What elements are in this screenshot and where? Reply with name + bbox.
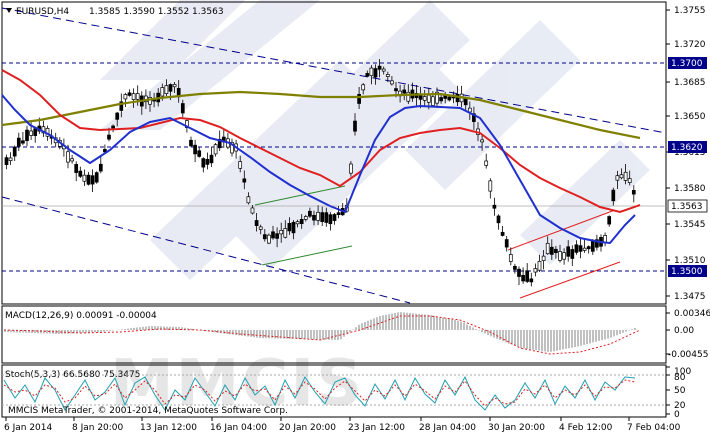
trend-channel[interactable] — [1, 7, 667, 304]
stoch-main-line — [3, 375, 636, 411]
macd-panel[interactable]: MACD(12,26,9) 0.00091 -0.00004 0.00346 0… — [3, 309, 710, 360]
price-tick: 1.3510 — [674, 256, 706, 266]
price-axis: 1.3755 1.3720 1.3685 1.3650 1.3615 1.358… — [666, 6, 706, 302]
macd-frame — [1, 305, 667, 364]
symbol-label: EURUSD,H4 — [16, 7, 69, 17]
watermark-logo — [100, 0, 650, 280]
ohlc-values: 1.3585 1.3590 1.3552 1.3563 — [89, 7, 224, 17]
stoch-tick: 100 — [674, 367, 691, 377]
watermark-text: MMCIS — [110, 347, 364, 421]
stoch-tick: 80 — [674, 373, 686, 383]
macd-histogram — [4, 312, 636, 352]
time-tick: 30 Jan 20:00 — [488, 423, 545, 433]
price-tick: 1.3720 — [674, 40, 706, 50]
ma-long-line[interactable] — [1, 90, 641, 140]
time-tick: 13 Jan 12:00 — [140, 423, 197, 433]
stoch-label: Stoch(5,3,3) 66.5680 75.3475 — [5, 370, 140, 380]
time-tick: 16 Jan 04:00 — [210, 423, 267, 433]
main-chart-frame — [1, 1, 667, 305]
level-3-label: 1.3500 — [671, 267, 703, 277]
stoch-panel[interactable]: Stoch(5,3,3) 66.5680 75.3475 100 80 50 2… — [2, 366, 691, 420]
flag-pattern-green[interactable] — [254, 185, 353, 266]
time-tick: 23 Jan 12:00 — [348, 423, 405, 433]
price-tick: 1.3755 — [674, 6, 706, 16]
time-tick: 6 Jan 2014 — [4, 423, 52, 433]
stoch-frame — [1, 364, 667, 418]
level-1-label: 1.3700 — [671, 59, 703, 69]
time-tick: 28 Jan 04:00 — [419, 423, 476, 433]
time-tick: 20 Jan 20:00 — [279, 423, 336, 433]
macd-label: MACD(12,26,9) 0.00091 -0.00004 — [5, 311, 157, 321]
time-axis: 6 Jan 2014 8 Jan 20:00 13 Jan 12:00 16 J… — [4, 417, 681, 433]
collapse-triangle-icon — [6, 8, 12, 13]
level-lines[interactable] — [2, 62, 666, 272]
stoch-tick: 0 — [674, 410, 680, 420]
level-2-label: 1.3620 — [671, 143, 703, 153]
ma-mid-line[interactable] — [1, 69, 641, 214]
level-labels: 1.3700 1.3620 1.3500 1.3563 — [667, 57, 708, 277]
time-tick: 8 Jan 20:00 — [72, 423, 124, 433]
current-price-label: 1.3563 — [671, 202, 703, 212]
time-tick: 4 Feb 12:00 — [559, 423, 613, 433]
macd-tick: -0.00455 — [668, 350, 708, 360]
macd-tick: 0.00 — [674, 326, 694, 336]
price-tick: 1.3685 — [674, 78, 706, 88]
price-tick: 1.3650 — [674, 112, 706, 122]
chart-header: EURUSD,H4 1.3585 1.3590 1.3552 1.3563 — [6, 7, 224, 17]
time-tick: 7 Feb 04:00 — [627, 423, 681, 433]
price-tick: 1.3545 — [674, 220, 706, 230]
macd-signal-line — [3, 315, 641, 355]
price-tick: 1.3475 — [674, 292, 706, 302]
stoch-signal-line — [3, 379, 636, 407]
macd-tick: 0.00346 — [674, 309, 710, 319]
stoch-tick: 20 — [674, 401, 686, 411]
copyright-text: MMCIS MetaTrader, © 2001-2014, MetaQuote… — [8, 406, 288, 416]
price-tick: 1.3580 — [674, 184, 706, 194]
ma-fast-line[interactable] — [1, 94, 636, 245]
stoch-tick: 50 — [674, 386, 686, 396]
channel-pattern-red[interactable] — [507, 209, 621, 299]
